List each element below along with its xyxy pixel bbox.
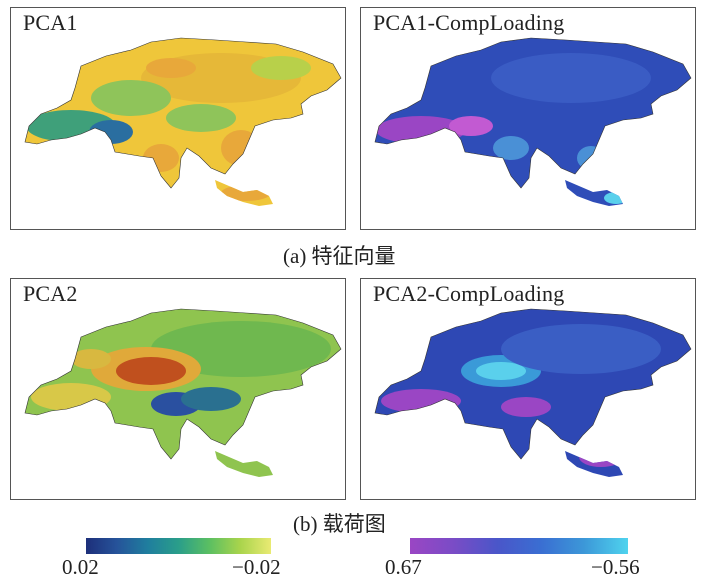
colorbar-loading-max-label: −0.56 xyxy=(591,555,640,579)
panel-title: PCA2 xyxy=(23,281,78,306)
colorbar-eigenvector-min-label: 0.02 xyxy=(62,555,99,579)
colorbar-loading xyxy=(410,538,628,554)
colorbar-eigenvector xyxy=(86,538,271,554)
map-panel-pca2: PCA2 xyxy=(10,278,346,500)
panel-title: PCA1-CompLoading xyxy=(373,10,565,35)
caption-eigenvector: (a) 特征向量 xyxy=(283,244,396,268)
eurasia-map-pca1-comploading xyxy=(374,37,692,206)
panel-title: PCA1 xyxy=(23,10,78,35)
eurasia-map-pca2 xyxy=(24,308,342,477)
map-panel-pca1-comploading: PCA1-CompLoading xyxy=(360,7,696,230)
caption-loading-map: (b) 载荷图 xyxy=(293,512,386,536)
colorbar-eigenvector-max-label: −0.02 xyxy=(232,555,281,579)
eurasia-map-pca1 xyxy=(24,37,342,206)
eurasia-map-pca2-comploading xyxy=(374,308,692,477)
map-panel-pca1: PCA1 xyxy=(10,7,346,230)
panel-title: PCA2-CompLoading xyxy=(373,281,565,306)
colorbar-loading-min-label: 0.67 xyxy=(385,555,422,579)
map-panel-pca2-comploading: PCA2-CompLoading xyxy=(360,278,696,500)
